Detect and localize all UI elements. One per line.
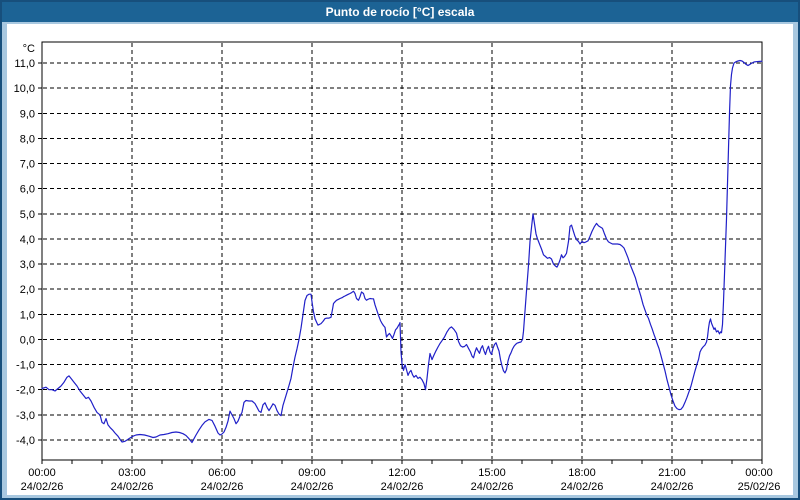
y-tick-label: 8,0 (20, 133, 35, 145)
y-tick-label: 3,0 (20, 259, 35, 271)
y-tick-label: -1,0 (16, 360, 35, 372)
y-tick-label: -3,0 (16, 410, 35, 422)
y-tick-label: 2,0 (20, 284, 35, 296)
x-tick-date-label: 24/02/26 (561, 481, 604, 493)
plot-area (41, 41, 763, 461)
y-tick-label: 6,0 (20, 184, 35, 196)
x-tick-time-label: 09:00 (298, 467, 326, 479)
x-tick-date-label: 24/02/26 (651, 481, 694, 493)
y-tick-label: -2,0 (16, 385, 35, 397)
dew-point-chart: 11,0 10,0 9,0 8,0 7,0 6,0 5,0 4,0 3,0 2,0 1,0 0,0 -1… (14, 41, 781, 493)
y-tick-label: 1,0 (20, 309, 35, 321)
x-tick-date-label: 25/02/26 (738, 481, 781, 493)
y-tick-label: -4,0 (16, 435, 35, 447)
x-tick-time-label: 12:00 (388, 467, 416, 479)
x-tick-time-label: 21:00 (658, 467, 686, 479)
y-tick-label: 11,0 (14, 58, 35, 70)
y-tick-label: 5,0 (20, 209, 35, 221)
x-tick-date-label: 24/02/26 (111, 481, 154, 493)
y-tick-label: 4,0 (20, 234, 35, 246)
y-tick-label: 7,0 (20, 159, 35, 171)
x-tick-date-label: 24/02/26 (381, 481, 424, 493)
chart-panel: 11,0 10,0 9,0 8,0 7,0 6,0 5,0 4,0 3,0 2,0 1,0 0,0 -1… (7, 24, 793, 495)
y-axis-unit-label: °C (23, 43, 35, 55)
x-tick-date-label: 24/02/26 (21, 481, 64, 493)
x-tick-date-label: 24/02/26 (291, 481, 334, 493)
x-tick-time-label: 00:00 (28, 467, 56, 479)
y-tick-label: 10,0 (14, 83, 35, 95)
y-tick-label: 9,0 (20, 108, 35, 120)
x-tick-date-label: 24/02/26 (471, 481, 514, 493)
x-tick-time-label: 18:00 (568, 467, 596, 479)
titlebar: Punto de rocío [°C] escala (2, 2, 798, 22)
y-tick-label: 0,0 (20, 334, 35, 346)
x-tick-time-label: 06:00 (208, 467, 236, 479)
x-tick-time-label: 15:00 (478, 467, 506, 479)
x-tick-time-label: 03:00 (118, 467, 146, 479)
x-tick-time-label: 00:00 (745, 467, 773, 479)
window-title: Punto de rocío [°C] escala (325, 5, 475, 19)
x-tick-date-label: 24/02/26 (201, 481, 244, 493)
series-polyline (41, 59, 763, 444)
